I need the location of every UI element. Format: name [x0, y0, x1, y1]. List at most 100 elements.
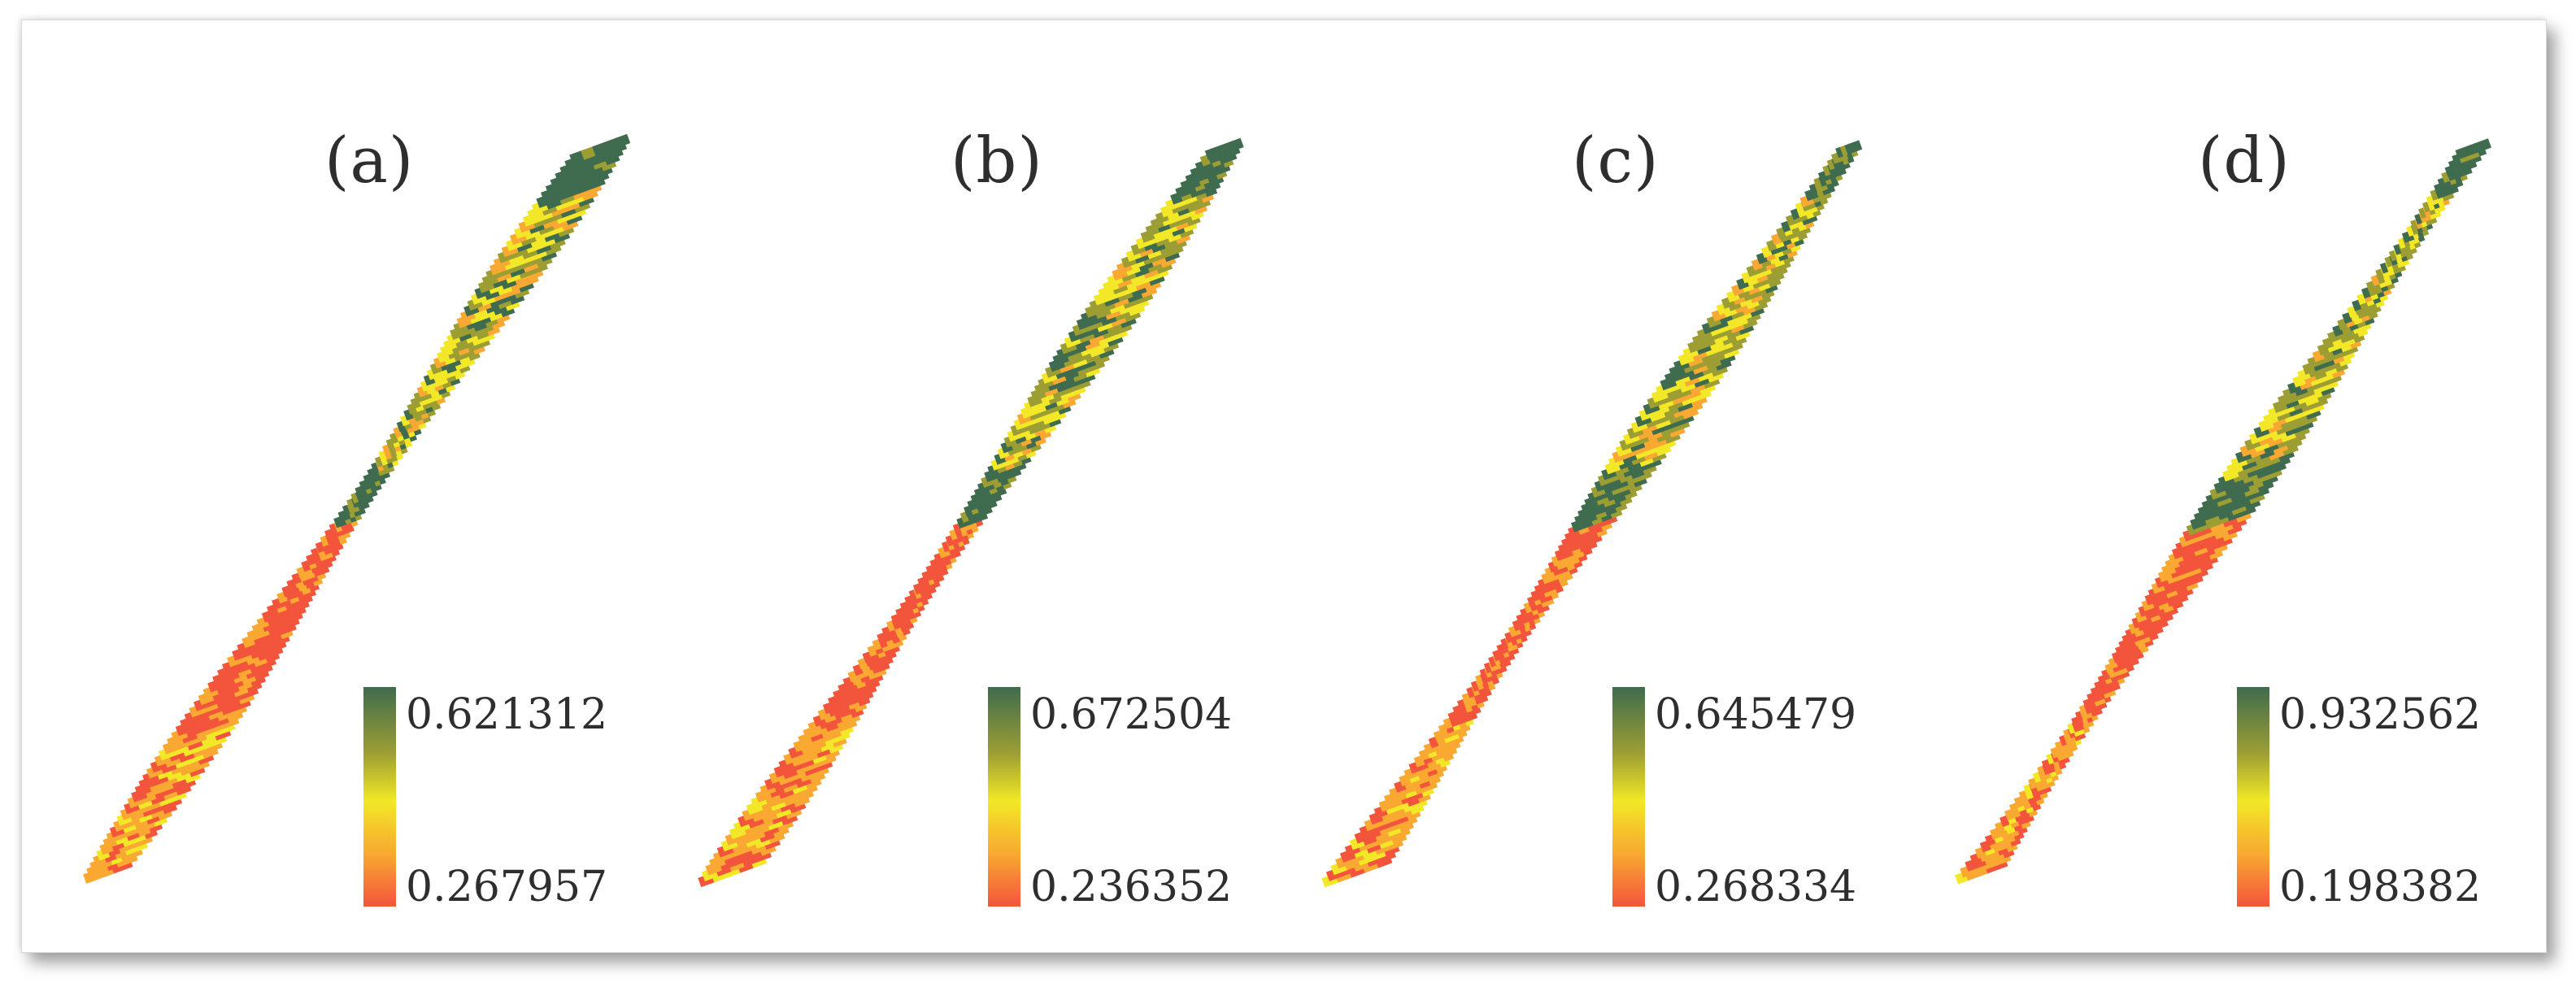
raster-cell — [1830, 152, 1840, 164]
raster-cell — [333, 516, 343, 528]
raster-cell — [1817, 171, 1827, 183]
map-panel-b: (b) 0.672504 0.236352 — [655, 20, 1279, 952]
raster-cell — [2401, 232, 2411, 243]
raster-cell — [2414, 213, 2423, 225]
raster-cell — [2046, 753, 2056, 765]
raster-cell — [1492, 650, 1501, 662]
raster-cell — [363, 474, 372, 485]
raster-cell — [367, 468, 376, 480]
raster-cell — [945, 535, 955, 546]
raster-cell — [2082, 698, 2092, 711]
raster-cell — [1516, 614, 1525, 625]
raster-cell — [1813, 177, 1823, 189]
legend-min-c: 0.268334 — [1655, 863, 1857, 911]
raster-cell — [615, 133, 631, 148]
raster-cell — [2050, 746, 2060, 759]
raster-map-c — [1321, 140, 1863, 888]
panel-label-b: (b) — [951, 124, 1043, 198]
raster-cell — [1475, 674, 1485, 686]
legend-max-d: 0.932562 — [2279, 690, 2482, 739]
legend-max-b: 0.672504 — [1030, 690, 1233, 739]
raster-cell — [2041, 759, 2051, 771]
legend-min-a: 0.267957 — [406, 863, 608, 911]
raster-cell — [2405, 225, 2415, 237]
raster-cell — [2078, 704, 2088, 716]
legend-colorbar-b — [988, 687, 1020, 907]
raster-cell — [899, 602, 909, 613]
map-panel-a: (a) 0.621312 0.267957 — [30, 20, 655, 952]
raster-cell — [374, 456, 384, 468]
raster-cell — [2067, 723, 2076, 734]
raster-cell — [371, 462, 381, 474]
raster-map-d — [1955, 138, 2491, 885]
legend-max-c: 0.645479 — [1655, 690, 1857, 739]
raster-cell — [2037, 765, 2047, 777]
raster-cell — [1488, 656, 1497, 668]
raster-cell — [1504, 632, 1513, 643]
raster-cell — [355, 486, 364, 498]
raster-cell — [1479, 668, 1489, 680]
raster-cell — [2393, 243, 2403, 255]
raster-cell — [1844, 143, 1854, 155]
raster-cell — [941, 541, 951, 553]
raster-cell — [1483, 662, 1493, 674]
raster-cell — [912, 583, 922, 595]
raster-cell — [2422, 201, 2431, 213]
panel-label-a: (a) — [324, 124, 415, 198]
legend-max-a: 0.621312 — [406, 690, 608, 739]
raster-map-a — [83, 133, 631, 884]
raster-cell — [938, 546, 946, 559]
raster-cell — [2071, 716, 2080, 729]
raster-cell — [569, 150, 585, 164]
raster-cell — [1466, 686, 1476, 698]
raster-map-b — [698, 137, 1244, 888]
raster-cell — [378, 450, 388, 462]
raster-cell — [2388, 250, 2398, 262]
raster-cell — [2058, 734, 2068, 746]
raster-cell — [1826, 159, 1836, 171]
raster-cell — [1822, 164, 1832, 176]
raster-cell — [925, 565, 935, 576]
raster-cell — [1470, 681, 1480, 692]
raster-cell — [592, 141, 608, 156]
raster-cell — [342, 504, 351, 516]
raster-cell — [949, 528, 959, 541]
raster-cell — [359, 480, 368, 492]
raster-cell — [350, 492, 359, 504]
legend-colorbar-c — [1612, 687, 1645, 907]
raster-cell — [2410, 220, 2419, 231]
raster-cell — [904, 595, 914, 607]
raster-cell — [1853, 140, 1863, 151]
map-panel-c: (c) 0.645479 0.268334 — [1279, 20, 1904, 952]
raster-cell — [2063, 729, 2072, 741]
raster-cell — [929, 559, 939, 571]
legend-colorbar-a — [363, 687, 396, 907]
raster-cell — [337, 511, 347, 522]
raster-cell — [1496, 644, 1505, 655]
raster-cell — [1512, 620, 1521, 632]
raster-cell — [581, 146, 597, 160]
raster-cell — [603, 137, 620, 152]
panel-label-d: (d) — [2198, 124, 2291, 198]
raster-cell — [2481, 138, 2491, 150]
raster-cell — [1849, 141, 1858, 154]
legend-colorbar-d — [2237, 687, 2269, 907]
raster-cell — [1508, 625, 1517, 637]
panel-label-c: (c) — [1572, 124, 1660, 198]
raster-cell — [2086, 693, 2096, 704]
raster-cell — [2397, 237, 2407, 250]
raster-cell — [2054, 741, 2064, 753]
raster-cell — [917, 577, 926, 589]
legend-min-d: 0.198382 — [2279, 863, 2482, 911]
raster-cell — [2426, 195, 2435, 207]
legend-min-b: 0.236352 — [1030, 863, 1233, 911]
raster-cell — [346, 498, 355, 510]
raster-cell — [1839, 145, 1849, 157]
raster-cell — [2433, 183, 2443, 195]
raster-cell — [2430, 189, 2439, 201]
raster-cell — [908, 589, 918, 601]
raster-cell — [933, 553, 943, 564]
raster-cell — [2379, 262, 2390, 274]
figure-frame: (a) 0.621312 0.267957 (b) 0.672504 0.236… — [21, 20, 2547, 953]
raster-cell — [329, 523, 338, 535]
